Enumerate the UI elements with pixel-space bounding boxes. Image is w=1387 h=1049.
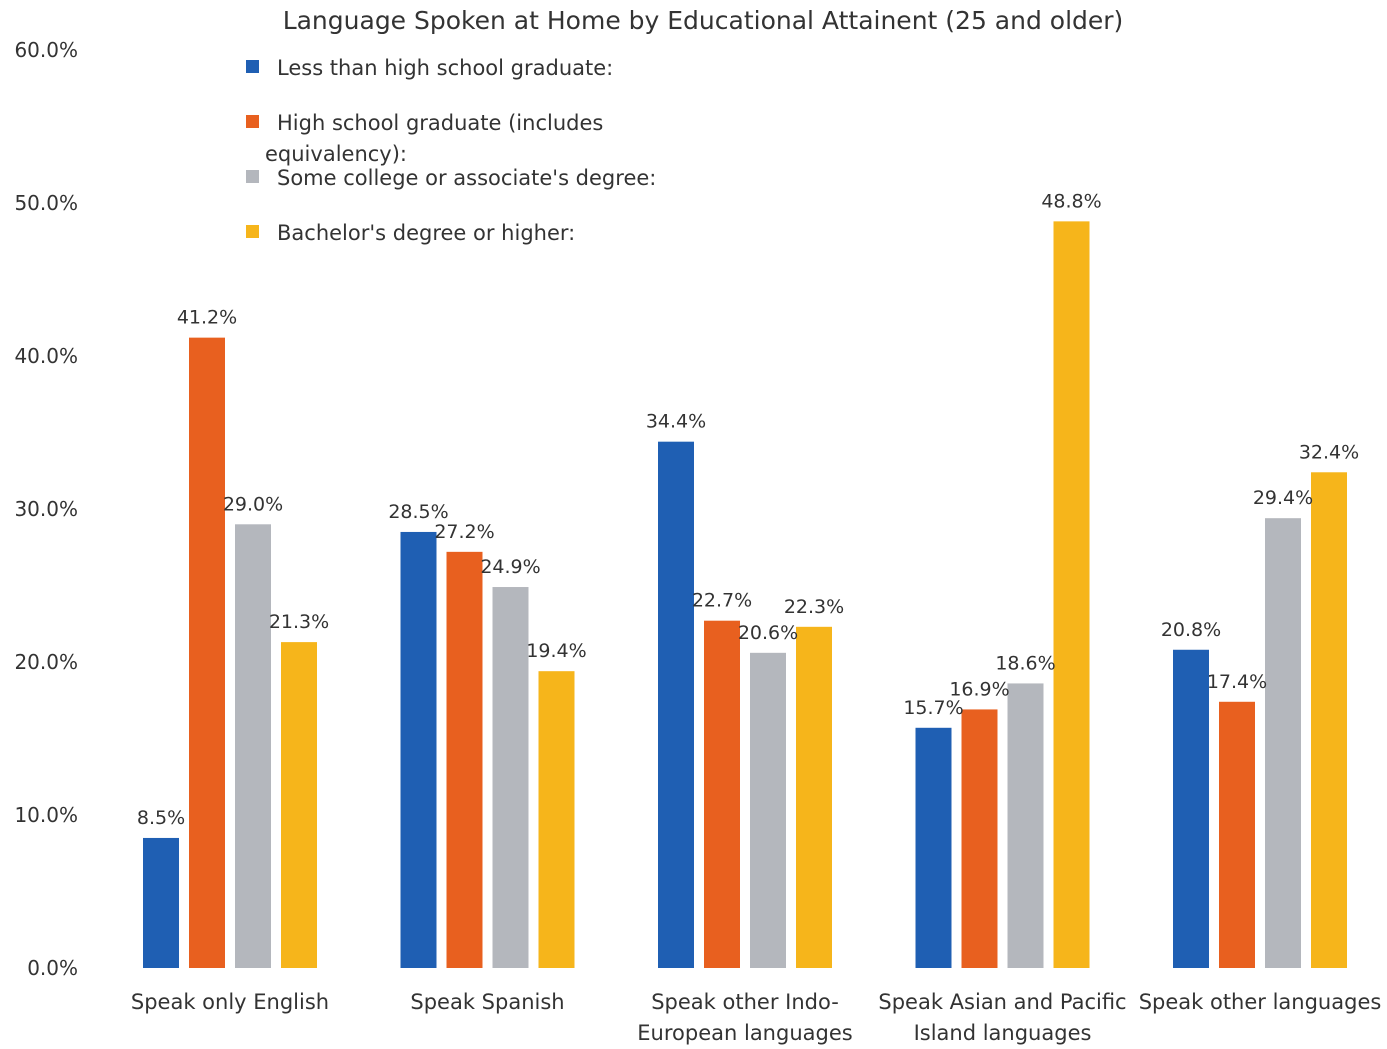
- legend-label: Less than high school graduate:: [277, 56, 613, 80]
- data-label: 15.7%: [903, 697, 963, 719]
- bar: [1219, 701, 1255, 968]
- data-label: 29.0%: [223, 493, 283, 515]
- bar: [189, 337, 225, 968]
- data-label: 20.8%: [1161, 619, 1221, 641]
- y-tick-label: 30.0%: [14, 497, 78, 521]
- data-label: 48.8%: [1041, 190, 1101, 212]
- data-label: 34.4%: [646, 411, 706, 433]
- legend-label: Some college or associate's degree:: [277, 166, 656, 190]
- y-tick-label: 0.0%: [27, 956, 78, 980]
- y-axis: 0.0% 10.0% 20.0% 30.0% 40.0% 50.0% 60.0%: [14, 38, 78, 980]
- bar: [400, 531, 437, 968]
- category-label: Speak other languages: [1139, 990, 1382, 1014]
- legend-label: High school graduate (includes: [277, 111, 603, 135]
- data-label: 16.9%: [949, 678, 1009, 700]
- data-label: 28.5%: [388, 501, 448, 523]
- bar: [446, 551, 483, 968]
- bar: [1053, 221, 1090, 969]
- bar: [704, 620, 740, 968]
- bar: [915, 727, 952, 968]
- legend-label: Bachelor's degree or higher:: [277, 221, 575, 245]
- bar: [961, 709, 998, 968]
- data-label: 21.3%: [269, 611, 329, 633]
- bar: [750, 652, 786, 968]
- legend-swatch: [246, 170, 259, 183]
- legend-label: equivalency):: [265, 142, 407, 166]
- y-tick-label: 50.0%: [14, 191, 78, 215]
- bar: [796, 626, 832, 968]
- data-label: 20.6%: [738, 622, 798, 644]
- bar: [1173, 649, 1209, 968]
- bar: [1007, 683, 1044, 968]
- bar: [1311, 472, 1347, 968]
- bar: [143, 837, 179, 968]
- data-label: 8.5%: [137, 807, 185, 829]
- legend-swatch: [246, 115, 259, 128]
- bar: [658, 441, 694, 968]
- y-tick-label: 60.0%: [14, 38, 78, 62]
- data-label: 17.4%: [1207, 671, 1267, 693]
- data-label: 32.4%: [1299, 441, 1359, 463]
- bars-group: [143, 221, 1347, 969]
- y-tick-label: 10.0%: [14, 803, 78, 827]
- category-label: Speak other Indo-: [651, 990, 839, 1014]
- category-label: Island languages: [914, 1021, 1092, 1045]
- data-label: 29.4%: [1253, 487, 1313, 509]
- bar: [281, 642, 317, 968]
- category-label: Speak Spanish: [410, 990, 564, 1014]
- data-label: 18.6%: [995, 652, 1055, 674]
- data-label: 22.3%: [784, 596, 844, 618]
- y-tick-label: 20.0%: [14, 650, 78, 674]
- data-label: 41.2%: [177, 307, 237, 329]
- legend-swatch: [246, 60, 259, 73]
- data-label: 27.2%: [434, 521, 494, 543]
- category-label: European languages: [637, 1021, 852, 1045]
- category-label: Speak Asian and Pacific: [878, 990, 1126, 1014]
- data-label: 22.7%: [692, 590, 752, 612]
- chart-title: Language Spoken at Home by Educational A…: [283, 6, 1124, 35]
- data-label: 24.9%: [480, 556, 540, 578]
- bar: [538, 671, 575, 968]
- bar: [1265, 518, 1301, 968]
- bar: [492, 587, 529, 968]
- y-tick-label: 40.0%: [14, 344, 78, 368]
- data-labels-group: 8.5% 41.2% 29.0% 21.3% 28.5%27.2% 24.9% 19.4% 3…: [137, 190, 1359, 829]
- legend: Less than high school graduate: High scho…: [246, 56, 656, 245]
- category-label: Speak only English: [131, 990, 329, 1014]
- legend-swatch: [246, 225, 259, 238]
- x-axis: Speak only English Speak Spanish Speak oth…: [131, 990, 1381, 1045]
- data-label: 19.4%: [526, 640, 586, 662]
- bar: [235, 524, 271, 968]
